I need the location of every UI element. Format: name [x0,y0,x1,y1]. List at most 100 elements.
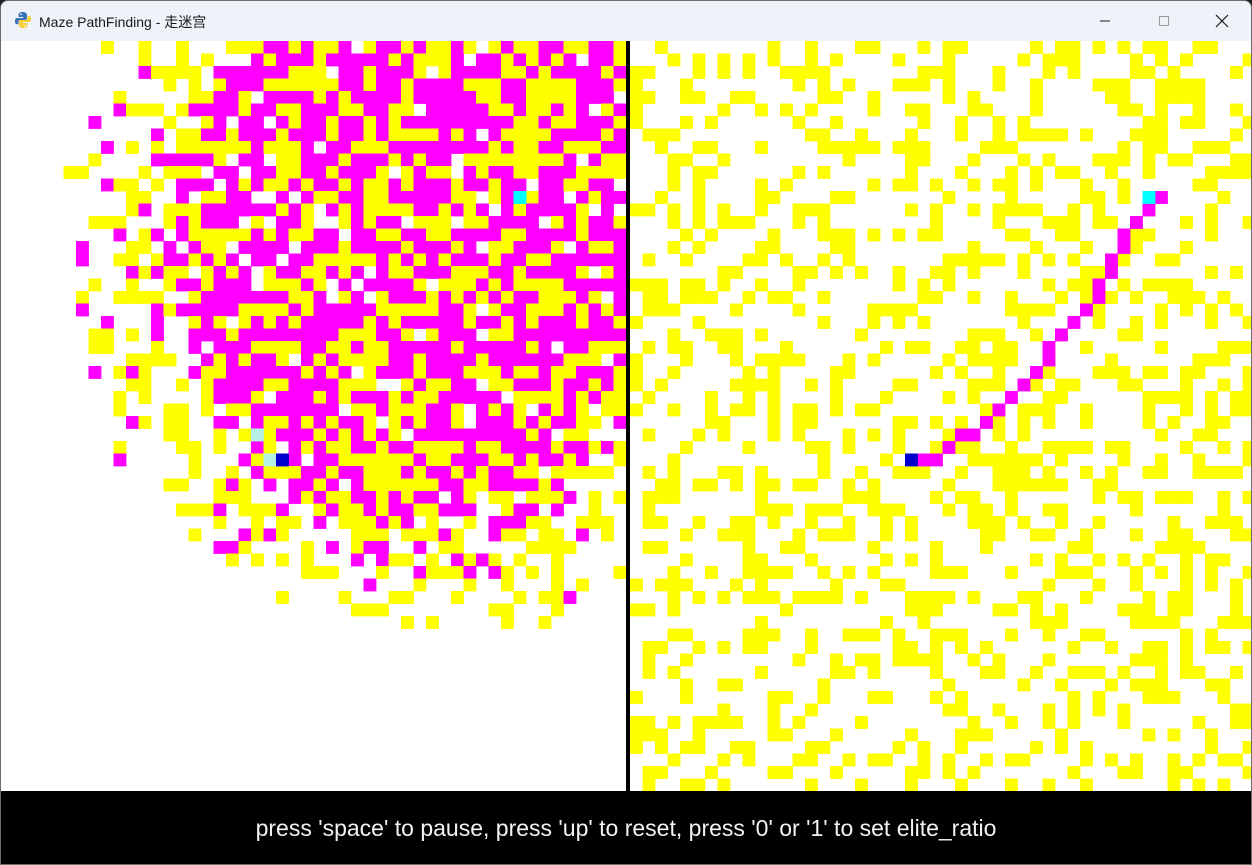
wall-cell [1092,203,1106,217]
wall-cell [892,641,906,654]
wall-cell [867,178,881,192]
explored-cell [426,191,439,204]
wall-cell [642,716,656,729]
wall-cell [376,441,389,454]
wall-cell [792,403,806,417]
wall-cell [930,203,943,217]
wall-cell [742,66,756,79]
explored-cell [226,203,239,217]
explored-cell [538,328,552,342]
wall-cell [967,516,981,529]
wall-cell [755,191,768,204]
wall-cell [1242,53,1251,67]
explored-cell [251,291,264,304]
wall-cell [955,341,968,354]
explored-cell [538,403,552,417]
wall-cell [1242,116,1251,129]
wall-cell [488,328,502,342]
explored-cell [376,153,389,167]
explored-cell [251,241,264,254]
wall-cell [326,41,339,54]
wall-cell [263,228,277,242]
explored-cell [438,366,452,379]
explored-cell [438,266,452,279]
wall-cell [276,553,289,567]
wall-cell [176,203,189,217]
wall-cell [992,478,1006,492]
wall-cell [805,128,818,142]
wall-cell [488,78,502,92]
wall-cell [138,291,152,304]
wall-cell [213,366,227,379]
wall-cell [655,741,668,754]
wall-cell [1105,153,1118,167]
maximize-button[interactable] [1135,1,1193,41]
wall-cell [742,516,756,529]
wall-cell [1067,766,1081,779]
wall-cell [705,228,718,242]
wall-cell [451,441,464,454]
explored-cell [213,116,227,129]
wall-cell [526,566,539,579]
wall-cell [792,78,806,92]
explored-cell [138,66,152,79]
maze-canvas[interactable] [1,41,1251,791]
explored-cell [351,91,364,104]
explored-cell [288,216,302,229]
wall-cell [463,203,477,217]
wall-cell [301,266,314,279]
wall-cell [1130,66,1143,79]
wall-cell [1105,91,1118,104]
wall-cell [276,353,289,367]
explored-cell [526,416,539,429]
wall-cell [667,491,681,504]
wall-cell [1005,166,1018,179]
wall-cell [1080,241,1093,254]
wall-cell [438,541,452,554]
wall-cell [880,691,893,704]
explored-cell [326,228,339,242]
wall-cell [780,566,793,579]
explored-cell [488,566,502,579]
wall-cell [805,778,818,791]
explored-cell [426,466,439,479]
title-bar[interactable]: Maze PathFinding - 走迷宫 [1,1,1251,41]
explored-cell [576,91,589,104]
wall-cell [667,203,681,217]
path-cell [955,428,968,442]
wall-cell [780,603,793,617]
explored-cell [413,428,427,442]
explored-cell [226,341,239,354]
explored-cell [238,266,252,279]
wall-cell [867,503,881,517]
wall-cell [655,766,668,779]
explored-cell [351,166,364,179]
explored-cell [213,328,227,342]
explored-cell [301,141,314,154]
wall-cell [917,278,931,292]
wall-cell [1167,528,1181,542]
wall-cell [363,466,377,479]
close-button[interactable] [1193,1,1251,41]
wall-cell [276,303,289,317]
wall-cell [992,66,1006,79]
wall-cell [326,416,339,429]
explored-cell [263,241,277,254]
wall-cell [1217,466,1231,479]
wall-cell [213,441,227,454]
explored-cell [413,541,427,554]
explored-cell [188,153,202,167]
minimize-button[interactable] [1076,1,1134,41]
explored-cell [513,53,527,67]
wall-cell [1067,41,1081,54]
wall-cell [1017,203,1031,217]
wall-cell [451,191,464,204]
explored-cell [326,503,339,517]
explored-cell [513,103,527,117]
wall-cell [401,528,414,542]
wall-cell [692,591,706,604]
wall-cell [755,616,768,629]
wall-cell [576,178,589,192]
wall-cell [413,253,427,267]
wall-cell [163,203,177,217]
